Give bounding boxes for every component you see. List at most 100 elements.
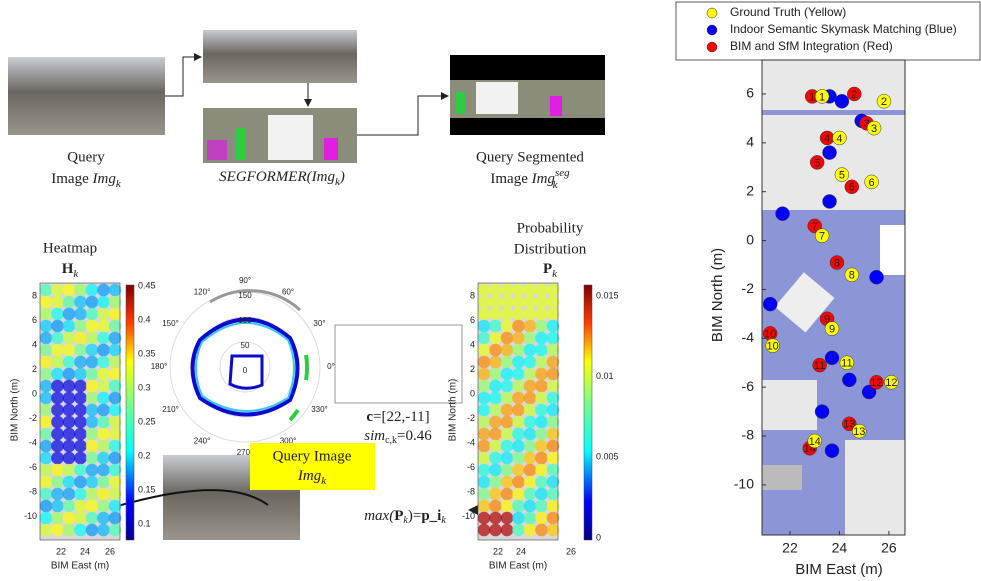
heat-cell — [478, 332, 491, 345]
floor-plan — [762, 60, 905, 535]
heat-cell — [63, 356, 76, 369]
heat-cell — [512, 488, 525, 501]
heat-cell — [51, 356, 64, 369]
skymask-point — [835, 94, 849, 108]
heat-cell — [97, 488, 110, 501]
arrow — [357, 96, 448, 135]
argmax-label: max(Pk)=p_ik — [364, 508, 446, 526]
heat-cell — [97, 500, 110, 513]
heat-cell — [97, 404, 110, 417]
heat-cell — [63, 284, 76, 297]
heat-cell — [74, 368, 87, 381]
heat-cell — [74, 320, 87, 333]
heat-cell — [86, 344, 99, 357]
heat-cell — [547, 452, 560, 465]
panel-title: Pk — [543, 261, 558, 279]
point-label: 6 — [849, 182, 855, 194]
caption-sup: seg — [555, 167, 570, 179]
legend-box — [335, 325, 462, 403]
point-label: 13 — [853, 426, 865, 438]
seg-region — [450, 80, 605, 118]
heat-cell — [489, 416, 502, 429]
heat-cell — [86, 476, 99, 489]
heat-cell — [86, 464, 99, 477]
heat-cell — [524, 320, 537, 333]
heat-cell — [40, 320, 53, 333]
symbol-sub: k — [73, 268, 79, 280]
heat-cell — [501, 488, 514, 501]
heat-cell — [97, 452, 110, 465]
panel-title: Heatmap — [43, 240, 97, 256]
heat-cell — [501, 332, 514, 345]
skymask-point — [815, 405, 829, 419]
heat-cell — [97, 512, 110, 525]
heat-cell — [74, 440, 87, 453]
func: max( — [364, 508, 395, 524]
heat-cell — [478, 320, 491, 333]
heat-cell — [535, 464, 548, 477]
heat-cell — [512, 428, 525, 441]
heat-cell — [51, 500, 64, 513]
heat-cell — [547, 332, 560, 345]
heat-cell — [501, 476, 514, 489]
legend-marker — [707, 42, 717, 52]
heat-cell — [501, 452, 514, 465]
heat-cell — [63, 368, 76, 381]
heat-cell — [40, 404, 53, 417]
caption: Query — [67, 149, 105, 165]
heat-cell — [547, 380, 560, 393]
heat-cell — [74, 512, 87, 525]
heat-cell — [51, 488, 64, 501]
y-tick-label: 2 — [470, 364, 475, 374]
heat-cell — [501, 284, 514, 297]
heat-cell — [501, 392, 514, 405]
symbol-sub: k — [552, 268, 558, 280]
x-tick-label: 24 — [832, 540, 848, 556]
legend-marker — [707, 25, 717, 35]
seg-region — [207, 140, 227, 160]
heat-cell — [547, 488, 560, 501]
heat-cell — [547, 284, 560, 297]
heat-cell — [51, 404, 64, 417]
heat-cell — [109, 428, 122, 441]
heat-cell — [524, 428, 537, 441]
heat-cell — [109, 392, 122, 405]
heat-cell — [40, 512, 53, 525]
heat-cell — [489, 404, 502, 417]
angle-label: 180° — [151, 362, 168, 371]
heat-cell — [86, 416, 99, 429]
point-label: 6 — [869, 177, 875, 189]
y-tick-label: -8 — [742, 427, 755, 443]
skymask-point — [825, 351, 839, 365]
angle-label: 30° — [313, 319, 325, 328]
heat-cell — [51, 368, 64, 381]
door-arc — [290, 410, 298, 420]
heat-cell — [535, 344, 548, 357]
skymask-point — [842, 373, 856, 387]
heat-cell — [109, 488, 122, 501]
heat-cell — [40, 476, 53, 489]
y-tick-label: 8 — [470, 290, 475, 300]
heat-cell — [51, 452, 64, 465]
heat-cell — [86, 512, 99, 525]
seg-region — [236, 128, 246, 160]
heat-cell — [51, 380, 64, 393]
point-label: 9 — [829, 323, 835, 335]
heat-cell — [51, 512, 64, 525]
heat-cell — [40, 416, 53, 429]
heat-cell — [524, 416, 537, 429]
symbol: H — [62, 261, 74, 277]
heat-cell — [74, 284, 87, 297]
y-tick-label: -4 — [29, 437, 37, 447]
colorbar-tick-label: 0.015 — [596, 290, 619, 300]
heat-cell — [535, 392, 548, 405]
heat-cell — [97, 392, 110, 405]
y-tick-label: 4 — [746, 134, 754, 150]
heat-cell — [501, 404, 514, 417]
point-label: 10 — [764, 328, 776, 340]
heat-cell — [63, 512, 76, 525]
heat-cell — [51, 332, 64, 345]
colorbar-tick-label: 0.2 — [138, 450, 151, 460]
heat-cell — [40, 428, 53, 441]
heat-cell — [501, 440, 514, 453]
